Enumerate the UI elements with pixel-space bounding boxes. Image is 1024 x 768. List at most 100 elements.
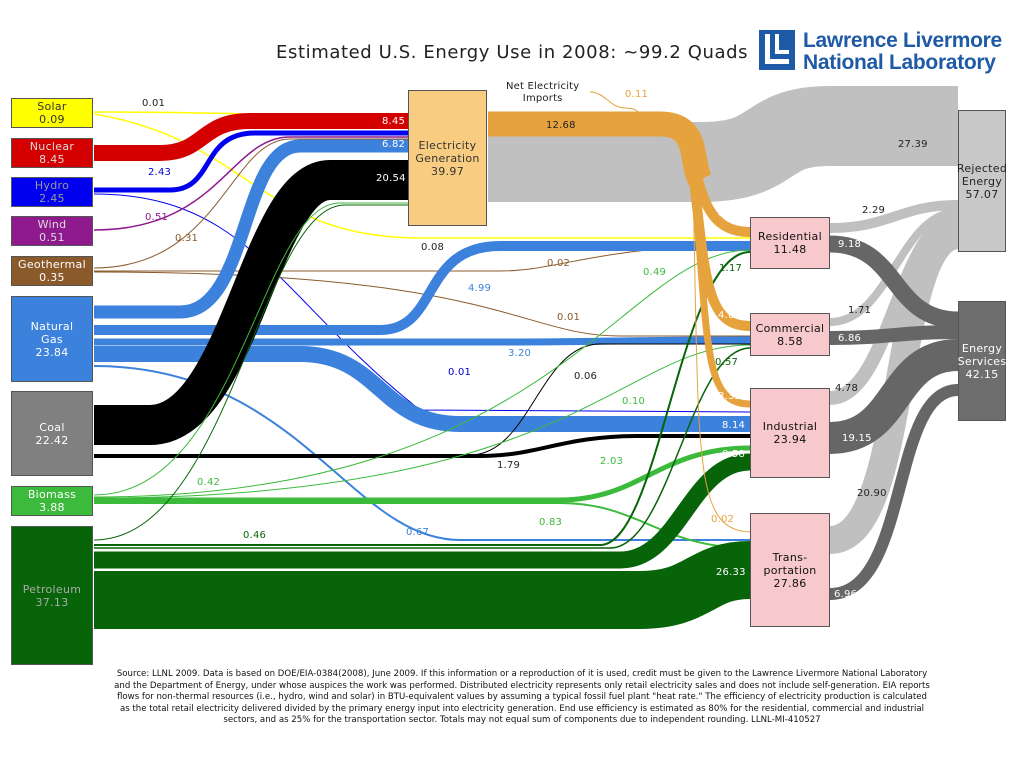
hub-transportation: Trans- portation 27.86 bbox=[750, 513, 830, 627]
flow-label: 12.68 bbox=[546, 120, 576, 131]
hub-industrial-value: 23.94 bbox=[773, 433, 807, 446]
hub-services-name: Energy Services bbox=[957, 341, 1007, 368]
flow-petroleum-to-transportation bbox=[94, 541, 752, 629]
flow-label: 2.03 bbox=[600, 456, 624, 467]
flow-petroleum-to-electricity bbox=[93, 204, 408, 541]
flow-label: 0.67 bbox=[406, 527, 430, 538]
source-biomass-name: Biomass bbox=[27, 488, 77, 501]
hub-residential: Residential 11.48 bbox=[750, 217, 830, 269]
flow-label: 4.99 bbox=[468, 283, 492, 294]
source-wind: Wind 0.51 bbox=[11, 216, 93, 246]
flow-label: 8.45 bbox=[382, 116, 406, 127]
flow-label: 1.79 bbox=[497, 460, 521, 471]
source-solar: Solar 0.09 bbox=[11, 98, 93, 128]
flow-label: 4.78 bbox=[835, 383, 859, 394]
flow-commercial-to-rejected bbox=[829, 208, 959, 326]
hub-commercial-name: Commercial bbox=[755, 321, 825, 335]
hub-industrial-name: Industrial bbox=[762, 420, 818, 433]
flow-label: 2.43 bbox=[148, 167, 172, 178]
source-petroleum-name: Petroleum bbox=[22, 582, 82, 596]
llnl-logo-text: Lawrence Livermore National Laboratory bbox=[803, 30, 1002, 74]
hub-rejected-energy: Rejected Energy 57.07 bbox=[956, 110, 1008, 252]
source-naturalgas-name: Natural Gas bbox=[30, 319, 74, 346]
source-hydro-name: Hydro bbox=[34, 179, 70, 192]
flow-label: 4.61 bbox=[718, 310, 742, 321]
flow-label: 0.51 bbox=[145, 212, 169, 223]
hub-electricity-generation: Electricity Generation 39.97 bbox=[408, 90, 487, 226]
flow-imports bbox=[589, 91, 641, 117]
flow-naturalgas-to-electricity bbox=[94, 139, 408, 319]
flow-label: 0.83 bbox=[539, 517, 563, 528]
source-wind-name: Wind bbox=[37, 218, 67, 231]
flow-label: 0.11 bbox=[625, 89, 649, 100]
hub-energy-services: Energy Services 42.15 bbox=[958, 301, 1006, 421]
flow-biomass-to-commercial bbox=[93, 344, 751, 499]
flow-label: 0.01 bbox=[557, 312, 581, 323]
flow-label: 9.18 bbox=[838, 239, 862, 250]
flow-coal-to-commercial bbox=[94, 343, 750, 456]
source-nuclear: Nuclear 8.45 bbox=[11, 138, 93, 168]
flow-label: 2.29 bbox=[862, 205, 886, 216]
source-biomass-value: 3.88 bbox=[39, 501, 65, 514]
flow-label: 0.01 bbox=[142, 98, 166, 109]
flow-label: 6.82 bbox=[382, 139, 406, 150]
hub-rejected-name: Rejected Energy bbox=[956, 161, 1008, 188]
hub-electricity-name: Electricity Generation bbox=[415, 139, 480, 165]
flow-label: 1.17 bbox=[719, 263, 743, 274]
hub-services-value: 42.15 bbox=[965, 367, 999, 381]
flow-label: 0.02 bbox=[547, 258, 571, 269]
source-geothermal-value: 0.35 bbox=[39, 271, 65, 284]
flow-label: 8.14 bbox=[722, 420, 746, 431]
flow-electricity-to-rejected bbox=[488, 86, 958, 202]
hub-electricity-value: 39.97 bbox=[431, 165, 464, 178]
flow-label: 0.02 bbox=[711, 514, 735, 525]
flow-label: 0.57 bbox=[715, 357, 739, 368]
flow-label: 0.08 bbox=[421, 242, 445, 253]
hub-transportation-name: Trans- portation bbox=[763, 550, 817, 577]
flow-label: 1.71 bbox=[848, 305, 872, 316]
flow-label: 0.01 bbox=[448, 367, 472, 378]
flow-label: 26.33 bbox=[716, 567, 746, 578]
source-coal: Coal 22.42 bbox=[11, 391, 93, 476]
flow-label: 3.35 bbox=[718, 391, 742, 402]
flow-biomass-to-residential bbox=[93, 249, 751, 498]
hub-industrial: Industrial 23.94 bbox=[750, 388, 830, 478]
diagram-title: Estimated U.S. Energy Use in 2008: ~99.2… bbox=[276, 42, 749, 63]
flow-electricity-to-transportation bbox=[691, 139, 751, 533]
source-footnote: Source: LLNL 2009. Data is based on DOE/… bbox=[114, 669, 930, 725]
source-wind-value: 0.51 bbox=[39, 231, 65, 244]
flow-petroleum-to-commercial bbox=[94, 347, 751, 549]
source-nuclear-value: 8.45 bbox=[39, 153, 65, 166]
flow-petroleum-to-residential bbox=[94, 251, 751, 546]
source-biomass: Biomass 3.88 bbox=[11, 486, 93, 516]
hub-commercial: Commercial 8.58 bbox=[750, 313, 830, 356]
hub-residential-name: Residential bbox=[758, 230, 822, 243]
flow-label: 8.58 bbox=[722, 449, 746, 460]
flow-biomass-to-electricity bbox=[93, 202, 408, 496]
flow-label: 20.90 bbox=[857, 488, 887, 499]
llnl-logo-icon bbox=[759, 30, 795, 70]
source-geothermal-name: Geothermal bbox=[18, 258, 86, 271]
flow-naturalgas-to-residential bbox=[94, 241, 750, 335]
flow-residential-to-services bbox=[829, 235, 959, 329]
flow-label: 0.10 bbox=[622, 396, 646, 407]
source-coal-value: 22.42 bbox=[35, 433, 69, 447]
hub-transportation-value: 27.86 bbox=[773, 576, 807, 590]
flow-transportation-to-services bbox=[829, 384, 959, 600]
source-hydro-value: 2.45 bbox=[39, 192, 65, 205]
flow-label: 0.42 bbox=[197, 477, 221, 488]
hub-commercial-value: 8.58 bbox=[777, 334, 803, 348]
flow-hydro-to-electricity bbox=[94, 130, 408, 193]
source-geothermal: Geothermal 0.35 bbox=[11, 256, 93, 286]
source-naturalgas-value: 23.84 bbox=[35, 345, 69, 359]
flow-petroleum-to-industrial bbox=[94, 453, 751, 569]
flow-label: 6.96 bbox=[834, 589, 858, 600]
flow-label: 3.20 bbox=[508, 348, 532, 359]
source-hydro: Hydro 2.45 bbox=[11, 177, 93, 207]
flow-label: 0.46 bbox=[243, 530, 267, 541]
flow-label: 0.49 bbox=[643, 267, 667, 278]
flow-naturalgas-to-transportation bbox=[93, 365, 750, 541]
flow-label: 6.86 bbox=[838, 333, 862, 344]
flow-label: 19.15 bbox=[842, 433, 872, 444]
